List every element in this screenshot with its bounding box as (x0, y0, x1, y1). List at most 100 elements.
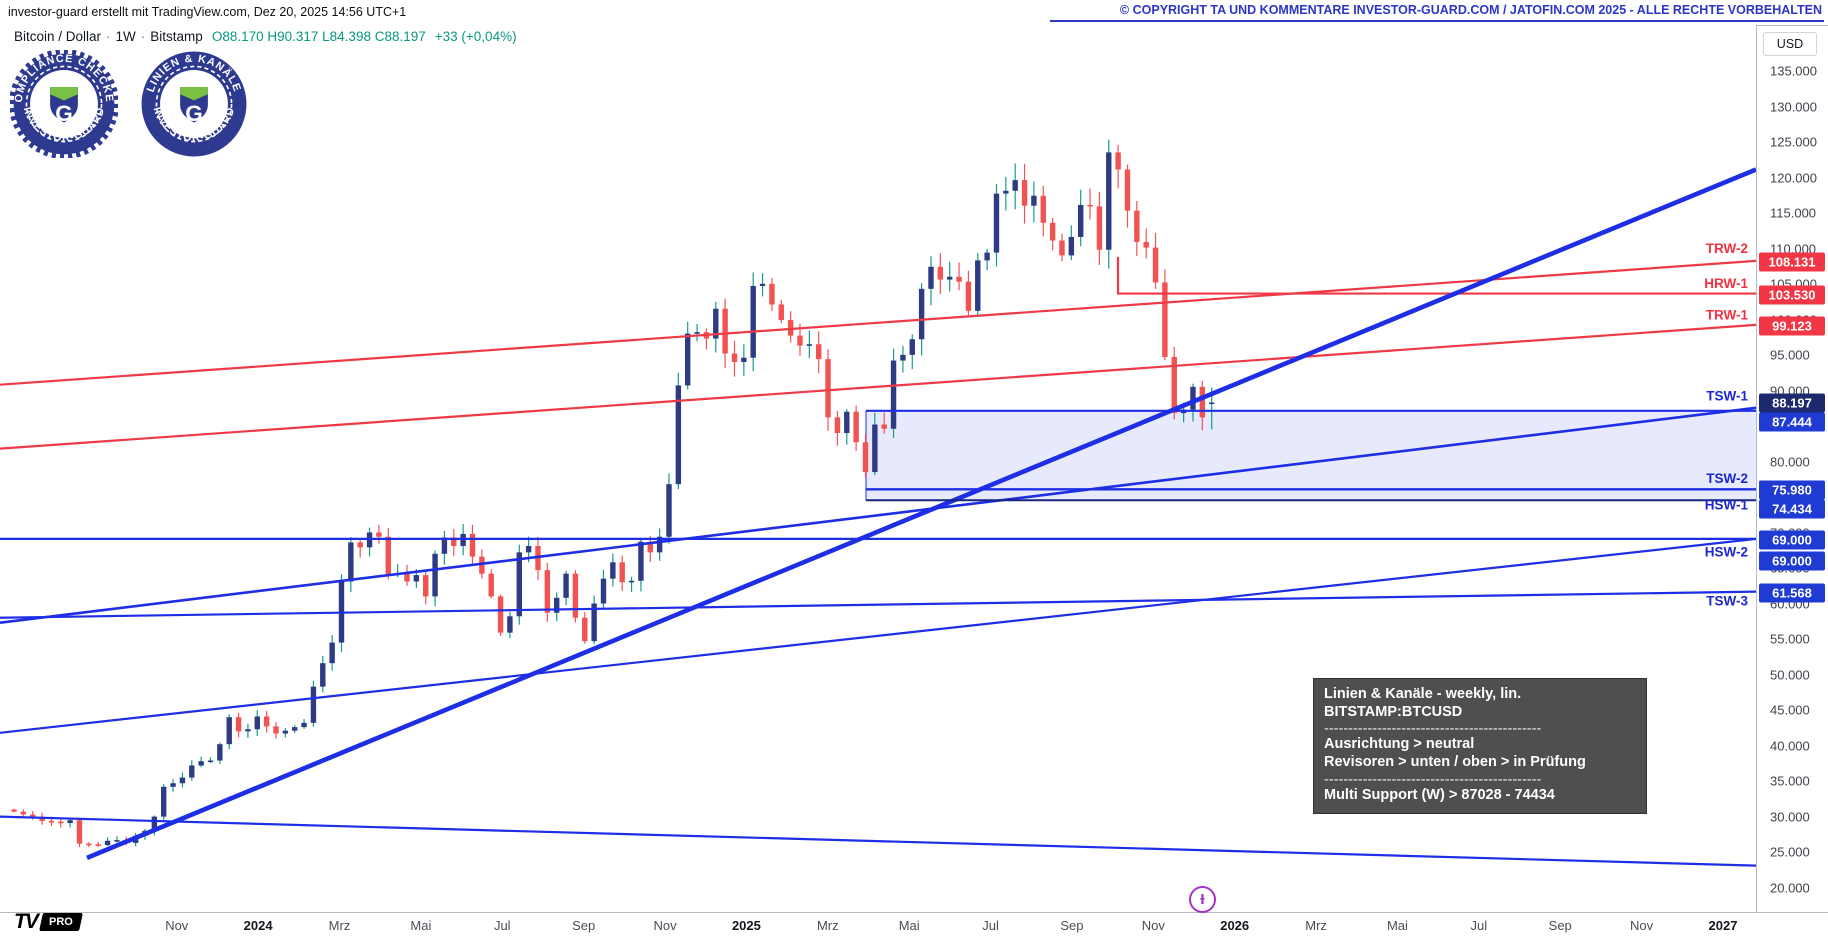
candle-body (600, 578, 607, 604)
trendline-major-uptrend[interactable] (86, 167, 1756, 860)
time-tick-Jul: Jul (1470, 918, 1488, 933)
candle-body (582, 617, 588, 642)
tooltip-separator: ----------------------------------------… (1324, 721, 1542, 737)
price-tick: 20.000 (1770, 880, 1810, 896)
symbol-header: Bitcoin / Dollar · 1W · Bitstamp O88.170 H90.… (14, 29, 517, 44)
line-label-TRW-1: TRW-1 (1706, 308, 1749, 323)
trendline-long-descending[interactable] (0, 815, 1756, 867)
indicator-tooltip: Linien & Kanäle - weekly, lin. BITSTAMP:… (1313, 678, 1647, 815)
price-tick: 130.000 (1770, 99, 1817, 115)
price-tick: 120.000 (1770, 170, 1817, 186)
candle-body (310, 686, 317, 723)
time-tick-Sep: Sep (1060, 918, 1084, 933)
candle-body (1134, 210, 1140, 242)
candle-body (890, 360, 897, 429)
price-badge-74.434: 74.434 (1759, 499, 1825, 519)
price-badge-99.123: 99.123 (1759, 316, 1825, 336)
price-tick: 35.000 (1770, 773, 1810, 789)
tooltip-separator: ----------------------------------------… (1324, 771, 1542, 787)
trendline-TRW-1[interactable] (0, 323, 1756, 450)
price-tick: 135.000 (1770, 63, 1817, 79)
candle-body (610, 562, 616, 579)
candle-body (872, 424, 878, 473)
candle-body (161, 786, 167, 817)
candle-body (320, 663, 326, 687)
time-tick-Nov: Nov (1630, 918, 1654, 933)
time-axis[interactable]: Nov 2024 Mrz Mai Jul Sep Nov 2025 Mrz Mai Jul Sep No… (0, 912, 1828, 938)
badge-letter: G (55, 101, 73, 126)
time-tick-2027: 2027 (1708, 918, 1738, 933)
candle-body (235, 717, 242, 732)
candle-body (189, 765, 195, 778)
tradingview-logo[interactable]: TV PRO (14, 910, 83, 934)
candle-body (207, 760, 214, 763)
candle-body (301, 722, 307, 728)
trendline-TRW-2[interactable] (0, 259, 1756, 386)
time-tick-Mrz: Mrz (816, 918, 839, 933)
currency-selector[interactable]: USD (1763, 32, 1817, 56)
price-tick: 80.000 (1770, 454, 1810, 470)
price-badge-61.568: 61.568 (1759, 583, 1825, 603)
candle-body (619, 562, 625, 583)
linien-kanaele-badge: LINIEN & KANÄLE INVESTOR-GUARD G (141, 51, 247, 157)
time-tick-Mrz: Mrz (1305, 918, 1327, 933)
trendline-TSW-1[interactable] (0, 406, 1756, 624)
candle-body (881, 424, 887, 429)
tooltip-alignment: Ausrichtung > neutral (1324, 736, 1475, 753)
candle-body (104, 840, 111, 846)
candle-body (1012, 180, 1018, 191)
price-tick: 115.000 (1770, 205, 1817, 221)
lightning-icon[interactable]: Ɨ (1189, 886, 1216, 913)
line-label-HSW-2: HSW-2 (1705, 545, 1748, 560)
candle-body (1031, 195, 1037, 206)
candle-body (928, 266, 934, 289)
candle-body (273, 726, 279, 734)
price-tick: 25.000 (1770, 844, 1810, 860)
top-bar: investor-guard erstellt mit TradingView.… (0, 0, 1828, 24)
candle-body (329, 642, 335, 664)
candle-body (1162, 282, 1168, 358)
shield-chevron (50, 87, 78, 101)
price-axis[interactable]: USD 135.000 130.000 125.000 120.000 115.000 1… (1756, 25, 1828, 913)
candle-body (1106, 152, 1112, 250)
candle-body (797, 335, 803, 346)
candle-body (30, 814, 36, 817)
candle-body (226, 717, 232, 745)
candle-body (628, 580, 635, 583)
candle-body (759, 283, 766, 286)
trendline-TSW-3[interactable] (0, 590, 1756, 619)
trendline-HRW-1[interactable] (1116, 256, 1756, 295)
candle-body (666, 484, 672, 537)
trendline-HSW-2-diag[interactable] (0, 537, 1756, 734)
candle-body (1059, 240, 1065, 256)
compliance-checked-badge: COMPLIANCE CHECKED INVESTOR-GUARD G (10, 50, 118, 158)
candle-body (404, 572, 410, 582)
interval-label[interactable]: 1W (115, 29, 136, 44)
candle-body (86, 843, 92, 846)
candle-body (451, 537, 457, 546)
price-badge-75.980: 75.980 (1759, 480, 1825, 500)
candlestick-chart[interactable]: TRW-2 HRW-1 TRW-1 TSW-1 TSW-2 HSW-1 HSW-2 TSW-3 (0, 25, 1756, 912)
certification-stamps: COMPLIANCE CHECKED INVESTOR-GUARD G LINI… (10, 50, 266, 158)
candle-body (432, 553, 438, 597)
candle-body (900, 354, 906, 361)
price-badge-69.000: 69.000 (1759, 530, 1825, 550)
price-tick: 55.000 (1770, 631, 1810, 647)
candle-body (984, 252, 990, 261)
candle-body (909, 339, 915, 355)
candle-body (1124, 169, 1131, 211)
line-label-TSW-1: TSW-1 (1706, 389, 1748, 404)
candle-body (525, 545, 532, 553)
exchange-label[interactable]: Bitstamp (150, 29, 203, 44)
tooltip-title: Linien & Kanäle - weekly, lin. (1324, 686, 1522, 702)
candle-body (750, 285, 756, 358)
candle-body (918, 288, 925, 340)
symbol-name[interactable]: Bitcoin / Dollar (14, 29, 102, 44)
candle-body (975, 260, 981, 311)
candle-body (1003, 190, 1009, 194)
separator-dot: · (140, 29, 146, 44)
candle-body (778, 304, 784, 321)
candle-body (245, 729, 251, 732)
candle-body (151, 816, 158, 831)
candle-body (1040, 195, 1046, 223)
